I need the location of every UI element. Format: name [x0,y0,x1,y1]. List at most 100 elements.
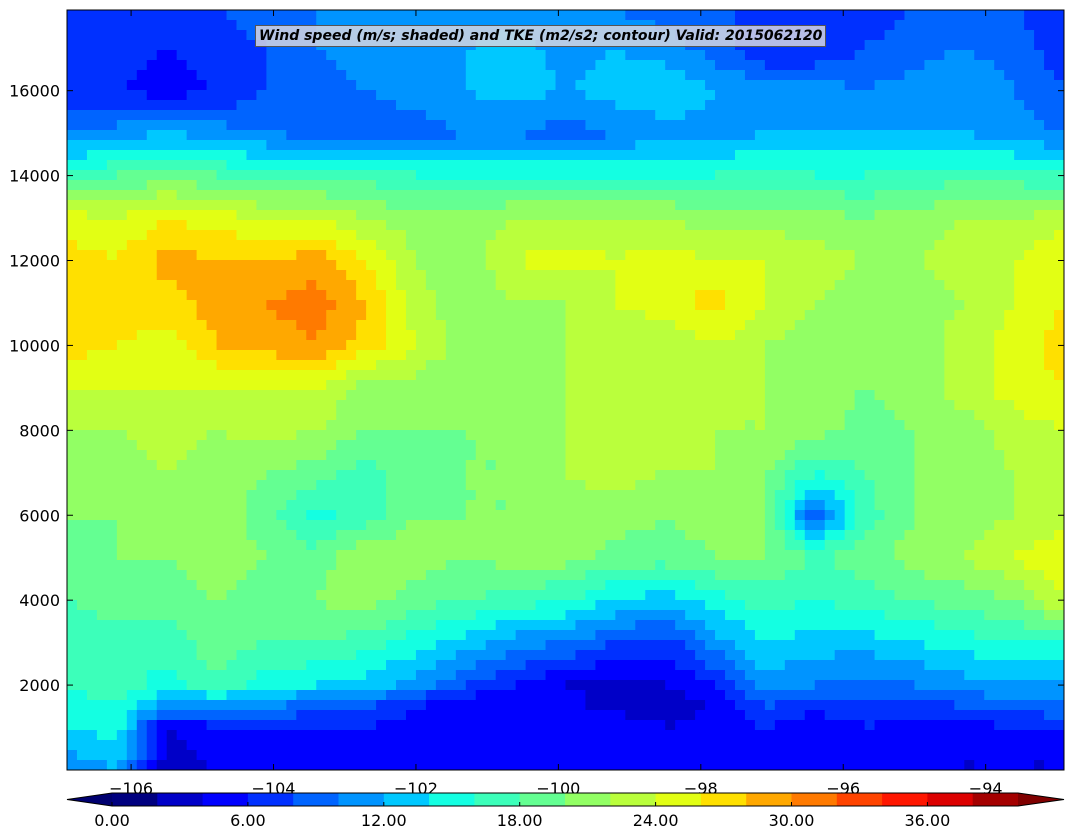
heatmap-cell [136,300,148,311]
heatmap-cell [545,340,557,351]
heatmap-cell [246,200,258,211]
heatmap-cell [266,250,277,261]
heatmap-cell [465,450,477,461]
heatmap-cell [176,420,188,431]
heatmap-cell [944,250,955,261]
heatmap-cell [615,90,626,101]
heatmap-cell [1044,370,1055,381]
heatmap-cell [535,410,547,421]
heatmap-cell [565,280,577,291]
heatmap-cell [206,110,218,121]
heatmap-cell [96,500,108,511]
heatmap-cell [376,60,387,71]
heatmap-cell [904,360,916,371]
heatmap-cell [794,170,806,181]
heatmap-cell [186,270,198,281]
heatmap-cell [525,330,537,341]
heatmap-cell [445,490,457,501]
heatmap-cell [376,450,387,461]
heatmap-cell [306,410,317,421]
heatmap-cell [545,230,557,241]
heatmap-cell [904,350,916,361]
heatmap-cell [296,460,307,471]
heatmap-cell [754,60,766,71]
heatmap-cell [555,330,567,341]
heatmap-cell [306,380,317,391]
heatmap-cell [356,370,367,381]
heatmap-cell [505,480,517,491]
heatmap-cell [465,440,477,451]
heatmap-cell [774,160,786,171]
heatmap-cell [974,170,985,181]
heatmap-cell [784,310,796,321]
heatmap-cell [555,380,567,391]
heatmap-cell [286,320,297,331]
heatmap-cell [1034,30,1045,41]
heatmap-cell [326,500,337,511]
heatmap-cell [685,270,696,281]
heatmap-cell [715,190,726,201]
heatmap-cell [1014,360,1025,371]
heatmap-cell [386,200,397,211]
heatmap-cell [256,330,267,341]
heatmap-cell [1044,70,1055,81]
heatmap-cell [346,490,357,501]
heatmap-cell [166,140,178,151]
heatmap-cell [176,80,188,91]
heatmap-cell [286,270,297,281]
heatmap-cell [96,20,108,31]
heatmap-cell [266,150,277,161]
heatmap-cell [166,40,178,51]
heatmap-cell [236,50,248,61]
heatmap-cell [725,190,736,201]
heatmap-cell [884,10,896,21]
heatmap-cell [386,180,397,191]
heatmap-cell [475,400,487,411]
heatmap-cell [864,80,876,91]
heatmap-cell [435,310,447,321]
heatmap-cell [635,210,646,221]
heatmap-cell [635,170,646,181]
heatmap-cell [695,500,706,511]
heatmap-cell [924,80,935,91]
heatmap-cell [226,90,238,101]
heatmap-cell [665,370,676,381]
heatmap-cell [974,350,985,361]
heatmap-cell [784,140,796,151]
heatmap-cell [266,480,277,491]
heatmap-cell [1014,170,1025,181]
heatmap-cell [884,310,896,321]
heatmap-cell [336,270,347,281]
heatmap-cell [794,100,806,111]
heatmap-cell [525,440,537,451]
heatmap-cell [465,490,477,501]
heatmap-cell [655,160,666,171]
heatmap-cell [485,120,497,131]
heatmap-cell [954,80,965,91]
heatmap-cell [734,350,746,361]
heatmap-cell [555,340,567,351]
heatmap-cell [844,270,856,281]
heatmap-cell [804,100,816,111]
heatmap-cell [465,130,477,141]
heatmap-cell [256,170,267,181]
heatmap-cell [146,210,158,221]
heatmap-cell [804,500,816,511]
heatmap-cell [595,330,606,341]
heatmap-cell [635,120,646,131]
heatmap-cell [256,90,267,101]
heatmap-cell [715,380,726,391]
heatmap-cell [405,320,417,331]
heatmap-cell [635,500,646,511]
heatmap-cell [316,150,327,161]
heatmap-cell [1004,160,1015,171]
heatmap-cell [86,290,98,301]
heatmap-cell [814,370,826,381]
heatmap-cell [465,400,477,411]
heatmap-cell [575,150,587,161]
heatmap-cell [615,120,626,131]
heatmap-cell [595,160,606,171]
heatmap-cell [605,360,616,371]
heatmap-cell [545,260,557,271]
heatmap-cell [256,110,267,121]
